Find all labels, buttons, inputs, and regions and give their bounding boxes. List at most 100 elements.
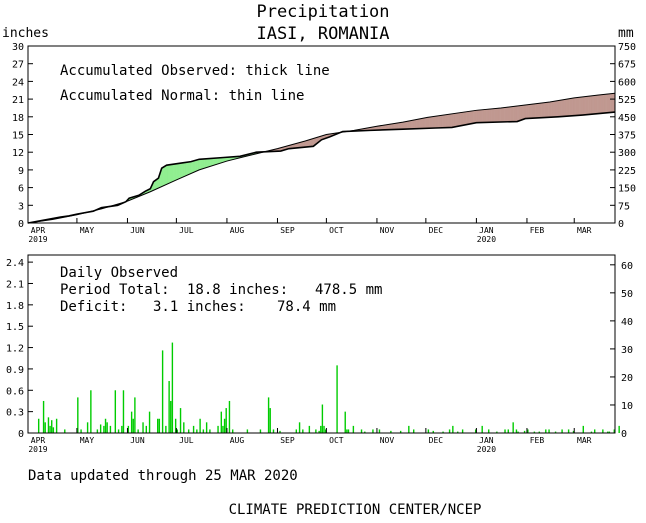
difference-segment — [449, 114, 451, 127]
difference-segment — [485, 109, 487, 122]
difference-segment — [522, 105, 524, 120]
difference-segment — [540, 103, 542, 118]
difference-segment — [550, 102, 552, 117]
difference-segment — [308, 139, 310, 146]
daily-bar — [302, 429, 303, 433]
difference-segment — [504, 107, 506, 122]
y-tick-label: 1.8 — [6, 301, 24, 312]
y2-tick-label: 10 — [621, 401, 633, 412]
y-tick-label: 30 — [12, 42, 24, 53]
y-tick-label: 15 — [12, 131, 24, 142]
y-tick-label: 18 — [12, 113, 24, 124]
difference-segment — [608, 94, 610, 113]
y2-tick-label: 450 — [618, 113, 636, 124]
difference-segment — [462, 112, 464, 125]
difference-segment — [543, 103, 545, 118]
difference-segment — [573, 98, 575, 116]
daily-bar — [345, 412, 346, 433]
daily-bar — [87, 422, 88, 433]
difference-segment — [460, 112, 462, 125]
daily-bar — [260, 429, 261, 433]
difference-segment — [413, 120, 415, 129]
difference-segment — [416, 119, 418, 128]
y-tick-label: 2.4 — [6, 258, 24, 269]
difference-segment — [310, 139, 312, 147]
daily-bar — [193, 426, 194, 433]
difference-segment — [304, 141, 306, 147]
daily-bar — [618, 426, 619, 433]
difference-segment — [426, 117, 428, 128]
legend-normal: Accumulated Normal: thin line — [60, 88, 304, 104]
y2-tick-label: 300 — [618, 148, 636, 159]
daily-bar — [346, 429, 347, 433]
difference-segment — [553, 101, 555, 117]
daily-bar — [222, 426, 223, 433]
difference-segment — [401, 122, 403, 129]
x-month-label: FEB — [530, 226, 545, 235]
difference-segment — [577, 97, 579, 115]
daily-bar — [428, 429, 429, 433]
difference-segment — [525, 105, 527, 119]
y2-tick-label: 0 — [621, 429, 627, 440]
daily-bar — [168, 381, 169, 433]
chart-title: Precipitation — [256, 2, 389, 22]
difference-segment — [189, 162, 191, 175]
daily-bar — [413, 429, 414, 433]
difference-segment — [563, 100, 565, 117]
daily-bar — [545, 429, 546, 433]
difference-segment — [600, 95, 602, 114]
x-month-label: MAY — [80, 226, 95, 235]
daily-bar — [481, 426, 482, 433]
daily-bar — [273, 429, 274, 433]
difference-segment — [202, 159, 204, 169]
y2-tick-label: 75 — [618, 201, 630, 212]
difference-segment — [533, 104, 535, 118]
accumulated-observed-line — [28, 112, 615, 223]
difference-segment — [520, 105, 522, 120]
x-month-label: JUN — [130, 226, 145, 235]
difference-segment — [170, 164, 172, 182]
y2-tick-label: 525 — [618, 95, 636, 106]
y2-tick-label: 675 — [618, 60, 636, 71]
x-month-label: MAR — [577, 436, 592, 445]
difference-segment — [610, 94, 612, 113]
y2-tick-label: 60 — [621, 261, 633, 272]
daily-bar — [157, 419, 158, 433]
daily-bar — [45, 422, 46, 433]
difference-segment — [445, 115, 447, 128]
daily-bar — [504, 429, 505, 433]
difference-segment — [494, 108, 496, 122]
daily-bar — [320, 426, 321, 433]
daily-bar — [80, 429, 81, 433]
difference-segment — [599, 95, 601, 114]
difference-segment — [498, 108, 500, 122]
daily-bar — [56, 419, 57, 433]
daily-bar — [106, 422, 107, 433]
x-year-label: 2020 — [477, 445, 496, 454]
difference-segment — [421, 118, 423, 128]
difference-segment — [397, 123, 399, 130]
y-tick-label: 0 — [18, 429, 24, 440]
difference-segment — [183, 163, 185, 177]
difference-segment — [509, 107, 511, 122]
difference-segment — [496, 108, 498, 122]
daily-bar — [162, 350, 163, 433]
daily-bar — [51, 420, 52, 433]
difference-segment — [602, 94, 604, 113]
daily-bar — [165, 426, 166, 433]
x-year-label: 2019 — [28, 445, 47, 454]
x-month-label: AUG — [230, 436, 245, 445]
difference-segment — [478, 110, 480, 123]
daily-bar — [183, 422, 184, 433]
difference-segment — [408, 121, 410, 129]
daily-observed-label: Daily Observed — [60, 265, 178, 281]
difference-segment — [439, 116, 441, 128]
x-month-label: OCT — [329, 226, 344, 235]
daily-panel: 00.30.60.91.21.51.82.12.40102030405060AP… — [6, 255, 633, 454]
daily-bar — [105, 419, 106, 433]
difference-segment — [392, 124, 394, 130]
difference-segment — [419, 119, 421, 129]
difference-segment — [163, 166, 165, 186]
x-month-label: OCT — [329, 436, 344, 445]
